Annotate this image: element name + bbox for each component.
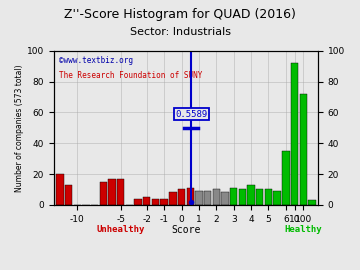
Bar xyxy=(100,182,107,205)
Bar xyxy=(143,197,150,205)
Bar xyxy=(308,200,316,205)
Bar xyxy=(213,189,220,205)
Bar xyxy=(169,193,176,205)
X-axis label: Score: Score xyxy=(171,225,201,235)
Bar xyxy=(195,191,203,205)
Text: Sector: Industrials: Sector: Industrials xyxy=(130,27,230,37)
Text: ©www.textbiz.org: ©www.textbiz.org xyxy=(59,56,133,65)
Bar xyxy=(186,188,194,205)
Bar xyxy=(256,189,264,205)
Bar xyxy=(134,199,142,205)
Bar xyxy=(300,94,307,205)
Text: Unhealthy: Unhealthy xyxy=(96,225,145,234)
Bar xyxy=(108,179,116,205)
Bar xyxy=(65,185,72,205)
Text: Z''-Score Histogram for QUAD (2016): Z''-Score Histogram for QUAD (2016) xyxy=(64,8,296,21)
Bar xyxy=(204,191,211,205)
Bar xyxy=(265,189,272,205)
Bar xyxy=(56,174,63,205)
Bar xyxy=(274,191,281,205)
Bar xyxy=(291,63,298,205)
Bar xyxy=(221,193,229,205)
Y-axis label: Number of companies (573 total): Number of companies (573 total) xyxy=(15,64,24,192)
Bar xyxy=(230,188,237,205)
Text: Healthy: Healthy xyxy=(284,225,322,234)
Bar xyxy=(247,185,255,205)
Bar xyxy=(117,179,125,205)
Bar xyxy=(161,199,168,205)
Bar xyxy=(178,189,185,205)
Bar xyxy=(282,151,289,205)
Bar xyxy=(152,199,159,205)
Text: 0.5589: 0.5589 xyxy=(175,110,207,119)
Text: The Research Foundation of SUNY: The Research Foundation of SUNY xyxy=(59,71,202,80)
Bar xyxy=(239,189,246,205)
